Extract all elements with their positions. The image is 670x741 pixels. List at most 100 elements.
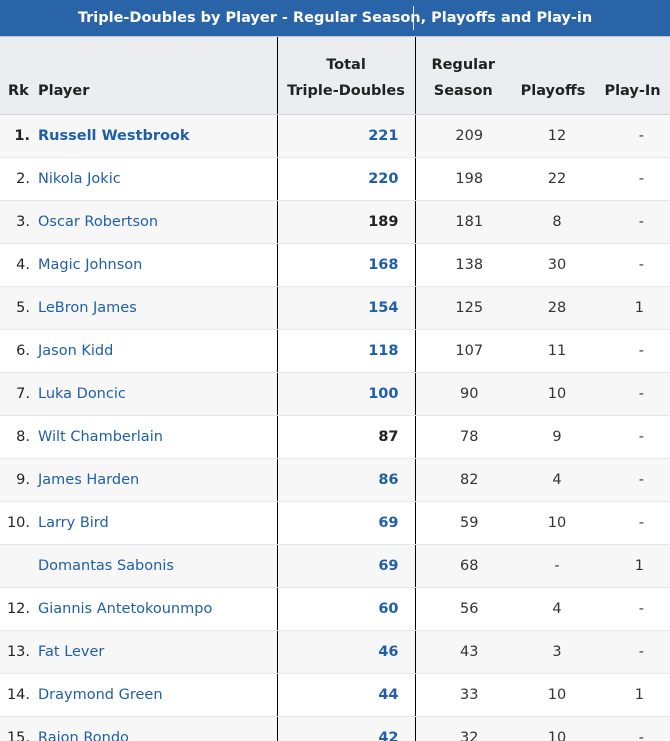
rank-cell: 5. [0, 286, 34, 330]
table-row: 1. Russell Westbrook 221 209 12 - [0, 114, 670, 158]
playoffs-cell: 8 [511, 200, 595, 244]
regular-season-cell: 107 [415, 329, 511, 373]
play-in-cell: - [595, 243, 670, 287]
column-header-regular-line1: Regular [431, 57, 496, 73]
column-header-playoffs-label: Playoffs [520, 83, 586, 99]
player-link[interactable]: Rajon Rondo [34, 716, 277, 741]
column-header-playoffs[interactable]: Playoffs [511, 37, 595, 115]
player-link[interactable]: Larry Bird [34, 501, 277, 545]
table-row: 7. Luka Doncic 100 90 10 - [0, 372, 670, 416]
player-link[interactable]: Wilt Chamberlain [34, 415, 277, 459]
column-header-rank[interactable]: Rk [0, 37, 34, 115]
play-in-cell: - [595, 458, 670, 502]
column-header-player[interactable]: Player [34, 37, 277, 115]
player-link[interactable]: LeBron James [34, 286, 277, 330]
playoffs-cell: 11 [511, 329, 595, 373]
player-link[interactable]: Giannis Antetokounmpo [34, 587, 277, 631]
triple-doubles-table: Rk Player Total Triple-Doubles Regular Sea… [0, 37, 670, 741]
play-in-cell: - [595, 716, 670, 741]
table-title: Triple-Doubles by Player - Regular Seaso… [0, 0, 670, 37]
rank-cell: 13. [0, 630, 34, 674]
playoffs-cell: 9 [511, 415, 595, 459]
player-link[interactable]: Draymond Green [34, 673, 277, 717]
column-header-regular-season[interactable]: Regular Season [415, 37, 511, 115]
playoffs-cell: 3 [511, 630, 595, 674]
rank-cell: 9. [0, 458, 34, 502]
rank-cell: 6. [0, 329, 34, 373]
player-link[interactable]: Jason Kidd [34, 329, 277, 373]
table-row: 3. Oscar Robertson 189 181 8 - [0, 200, 670, 244]
total-cell[interactable]: 86 [276, 458, 416, 502]
play-in-cell: 1 [595, 286, 670, 330]
total-cell[interactable]: 168 [276, 243, 416, 287]
rank-cell: 4. [0, 243, 34, 287]
total-cell[interactable]: 69 [276, 544, 416, 588]
table-row: 14. Draymond Green 44 33 10 1 [0, 673, 670, 717]
rank-cell [0, 544, 34, 588]
player-link[interactable]: Oscar Robertson [34, 200, 277, 244]
table-row: 12. Giannis Antetokounmpo 60 56 4 - [0, 587, 670, 631]
player-link[interactable]: James Harden [34, 458, 277, 502]
total-cell[interactable]: 220 [276, 157, 416, 201]
rank-cell: 15. [0, 716, 34, 741]
regular-season-cell: 90 [415, 372, 511, 416]
total-cell[interactable]: 221 [276, 114, 416, 158]
playoffs-cell: - [511, 544, 595, 588]
total-cell[interactable]: 118 [276, 329, 416, 373]
play-in-cell: - [595, 501, 670, 545]
table-body: 1. Russell Westbrook 221 209 12 - 2. Nik… [0, 114, 670, 741]
playoffs-cell: 30 [511, 243, 595, 287]
table-row: 9. James Harden 86 82 4 - [0, 458, 670, 502]
regular-season-cell: 138 [415, 243, 511, 287]
playoffs-cell: 22 [511, 157, 595, 201]
play-in-cell: 1 [595, 673, 670, 717]
table-row: 2. Nikola Jokic 220 198 22 - [0, 157, 670, 201]
play-in-cell: - [595, 372, 670, 416]
table-row: 6. Jason Kidd 118 107 11 - [0, 329, 670, 373]
play-in-cell: - [595, 587, 670, 631]
table-row: 10. Larry Bird 69 59 10 - [0, 501, 670, 545]
total-cell[interactable]: 60 [276, 587, 416, 631]
player-link[interactable]: Nikola Jokic [34, 157, 277, 201]
total-cell[interactable]: 69 [276, 501, 416, 545]
column-header-total[interactable]: Total Triple-Doubles [276, 37, 416, 115]
playoffs-cell: 10 [511, 716, 595, 741]
play-in-cell: - [595, 329, 670, 373]
table-row: Domantas Sabonis 69 68 - 1 [0, 544, 670, 588]
rank-cell: 7. [0, 372, 34, 416]
playoffs-cell: 10 [511, 372, 595, 416]
column-header-total-line1: Total [326, 57, 366, 73]
regular-season-cell: 59 [415, 501, 511, 545]
table-header: Rk Player Total Triple-Doubles Regular Sea… [0, 37, 670, 115]
play-in-cell: - [595, 114, 670, 158]
total-cell[interactable]: 46 [276, 630, 416, 674]
regular-season-cell: 181 [415, 200, 511, 244]
total-cell: 189 [276, 200, 416, 244]
total-cell[interactable]: 100 [276, 372, 416, 416]
rank-cell: 10. [0, 501, 34, 545]
playoffs-cell: 10 [511, 673, 595, 717]
player-link[interactable]: Domantas Sabonis [34, 544, 277, 588]
regular-season-cell: 198 [415, 157, 511, 201]
play-in-cell: 1 [595, 544, 670, 588]
table-row: 5. LeBron James 154 125 28 1 [0, 286, 670, 330]
rank-cell: 3. [0, 200, 34, 244]
total-cell: 87 [276, 415, 416, 459]
regular-season-cell: 125 [415, 286, 511, 330]
player-link[interactable]: Magic Johnson [34, 243, 277, 287]
player-link[interactable]: Fat Lever [34, 630, 277, 674]
player-link[interactable]: Luka Doncic [34, 372, 277, 416]
regular-season-cell: 82 [415, 458, 511, 502]
regular-season-cell: 33 [415, 673, 511, 717]
column-header-rank-label: Rk [8, 83, 29, 99]
table-row: 15. Rajon Rondo 42 32 10 - [0, 716, 670, 741]
table-row: 4. Magic Johnson 168 138 30 - [0, 243, 670, 287]
rank-cell: 12. [0, 587, 34, 631]
total-cell[interactable]: 44 [276, 673, 416, 717]
column-header-play-in[interactable]: Play-In [595, 37, 670, 115]
play-in-cell: - [595, 415, 670, 459]
total-cell[interactable]: 42 [276, 716, 416, 741]
total-cell[interactable]: 154 [276, 286, 416, 330]
player-link[interactable]: Russell Westbrook [34, 114, 277, 158]
